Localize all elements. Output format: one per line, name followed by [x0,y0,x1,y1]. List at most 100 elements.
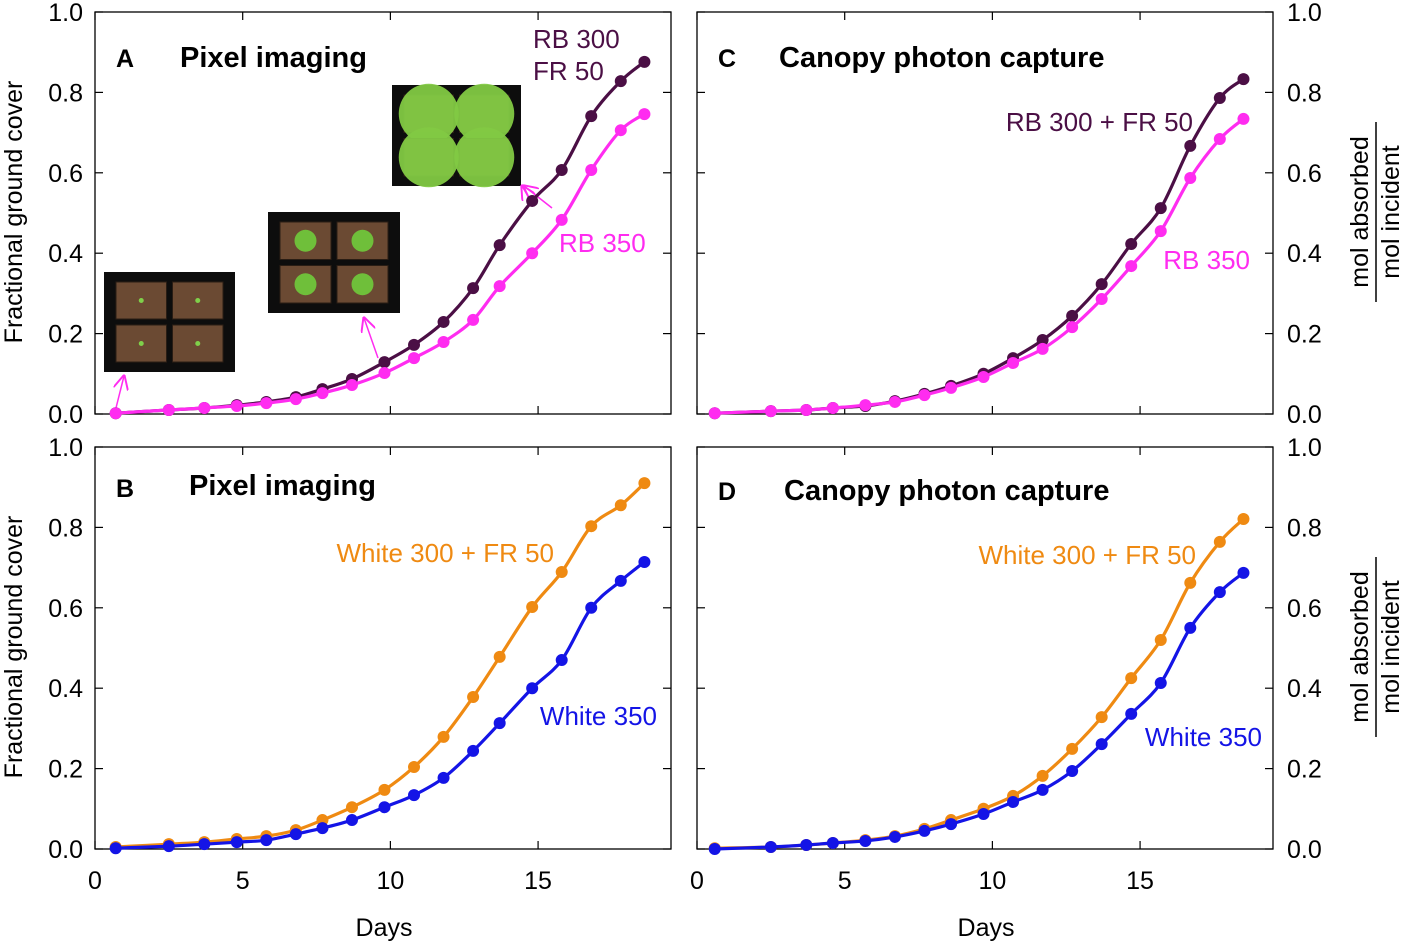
data-point [437,771,450,784]
data-point [1095,711,1108,724]
seedling [351,273,374,296]
x-tick-label: 10 [376,867,404,895]
x-tick-label: 0 [690,867,704,895]
x-tick-label: 10 [978,867,1006,895]
y-tick-label: 0.6 [48,595,83,623]
y-tick-label: 0.8 [48,514,83,542]
data-point [467,282,480,295]
x-tick-label: 0 [88,867,102,895]
series-label: RB 350 [1163,245,1250,275]
data-point [614,574,627,587]
data-point [345,379,358,392]
seedling [195,298,201,303]
y-axis-label-denominator: mol incident [1377,580,1402,713]
data-point [1184,139,1197,152]
data-point [316,822,329,835]
x-tick-label: 15 [524,867,552,895]
y-tick-label: 0.4 [48,240,83,268]
data-point [638,55,651,68]
data-point [1237,512,1250,525]
panel-title: Pixel imaging [189,470,376,502]
data-point [1036,769,1049,782]
data-point [1154,202,1167,215]
data-point [826,401,839,414]
lettuce [398,83,459,144]
data-point [764,840,777,853]
data-point [378,366,391,379]
data-point [345,814,358,827]
data-point [764,405,777,418]
y-tick-label: 0.0 [1287,401,1322,429]
data-point [1036,334,1049,347]
panel-B: 0.0 0.2 0.4 0.6 0.8 1.0 0 5 10 15 Days Fractional g… [0,434,672,942]
panel-title: Pixel imaging [180,42,367,74]
data-point [585,110,598,123]
data-point [555,213,568,226]
seedling [138,341,144,346]
data-point [437,315,450,328]
data-point [614,499,627,512]
data-point [408,338,421,351]
data-point [408,352,421,365]
data-point [638,108,651,121]
data-point [230,399,243,412]
data-point [162,840,175,853]
data-point [378,783,391,796]
data-point [555,566,568,579]
seedling [294,229,317,252]
plot-frame [696,446,1274,850]
series-label: White 300 + FR 50 [979,540,1197,570]
series-white-350: White 350 [708,566,1262,855]
data-point [945,381,958,394]
data-point [1066,742,1079,755]
data-point [800,403,813,416]
data-point [526,600,539,613]
y-axis-label-numerator: mol absorbed [1346,136,1374,287]
data-point [826,836,839,849]
data-point [1125,237,1138,250]
series-label: RB 350 [559,228,646,258]
lettuce [454,83,515,144]
data-point [1066,765,1079,778]
data-point [109,842,122,855]
data-point [1154,225,1167,238]
lettuce [398,127,459,188]
data-point [1213,586,1226,599]
data-point [260,834,273,847]
data-point [467,313,480,326]
data-point [1184,621,1197,634]
y-tick-label: 0.8 [1287,79,1322,107]
plot-frame [94,11,672,415]
series-white-300-fr-50: White 300 + FR 50 [109,477,651,853]
data-point [859,834,872,847]
series-label: White 350 [1145,722,1262,752]
data-point [1007,795,1020,808]
series-rb-350: RB 350 [708,112,1250,420]
y-axis-label-denominator: mol incident [1377,145,1402,278]
data-point [585,520,598,533]
data-point [1237,73,1250,86]
series-label: RB 300 + FR 50 [1006,107,1193,137]
panel-C: 0.0 0.2 0.4 0.6 0.8 1.0 mol absorbed mol incide… [696,0,1402,429]
data-point [408,789,421,802]
panel-letter: A [116,45,134,73]
data-point [437,336,450,349]
y-tick-label: 0.4 [1287,240,1322,268]
panel-letter: C [718,45,736,73]
y-axis-label: Fractional ground cover [0,516,28,779]
data-point [1095,293,1108,306]
data-point [1154,676,1167,689]
data-point [526,682,539,695]
annotation-arrow [116,376,124,409]
panel-letter: D [718,478,736,506]
data-point [918,389,931,402]
annotation-arrow [364,318,379,359]
data-point [109,407,122,420]
data-point [555,654,568,667]
data-point [198,401,211,414]
x-axis-label: Days [958,914,1015,942]
data-point [1036,342,1049,355]
data-point [162,403,175,416]
data-point [800,838,813,851]
